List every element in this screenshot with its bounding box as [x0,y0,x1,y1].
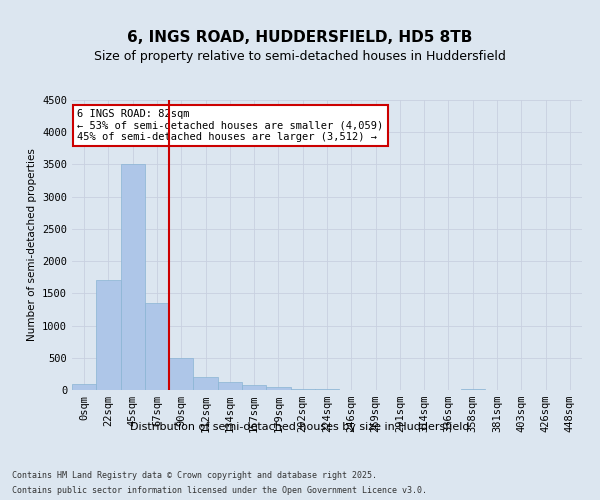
Bar [242,385,266,390]
Y-axis label: Number of semi-detached properties: Number of semi-detached properties [26,148,37,342]
Bar [121,164,145,390]
Text: Contains HM Land Registry data © Crown copyright and database right 2025.: Contains HM Land Registry data © Crown c… [12,471,377,480]
Text: Distribution of semi-detached houses by size in Huddersfield: Distribution of semi-detached houses by … [130,422,470,432]
Bar [145,303,169,390]
Text: 6 INGS ROAD: 82sqm
← 53% of semi-detached houses are smaller (4,059)
45% of semi: 6 INGS ROAD: 82sqm ← 53% of semi-detache… [77,108,383,142]
Text: Contains public sector information licensed under the Open Government Licence v3: Contains public sector information licen… [12,486,427,495]
Bar [218,382,242,390]
Text: Size of property relative to semi-detached houses in Huddersfield: Size of property relative to semi-detach… [94,50,506,63]
Bar [72,384,96,390]
Bar [461,388,485,390]
Bar [193,377,218,390]
Text: 6, INGS ROAD, HUDDERSFIELD, HD5 8TB: 6, INGS ROAD, HUDDERSFIELD, HD5 8TB [127,30,473,45]
Bar [266,387,290,390]
Bar [96,280,121,390]
Bar [169,358,193,390]
Bar [290,388,315,390]
